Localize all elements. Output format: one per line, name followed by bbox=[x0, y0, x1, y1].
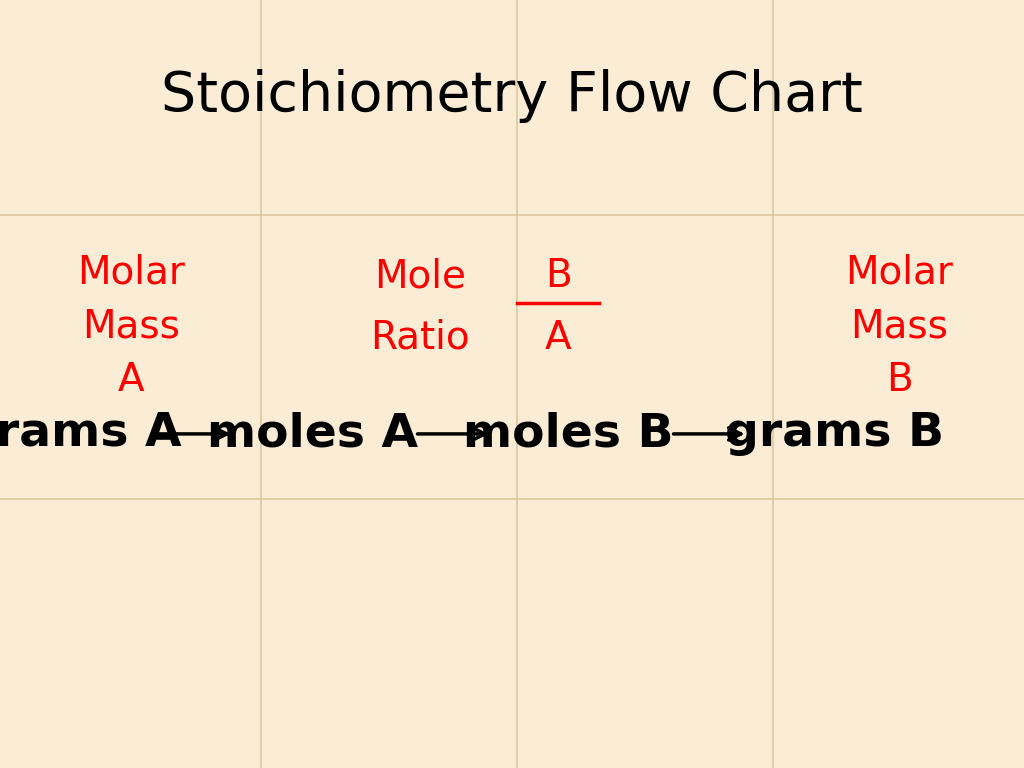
Text: A: A bbox=[545, 319, 571, 357]
Text: Stoichiometry Flow Chart: Stoichiometry Flow Chart bbox=[161, 69, 863, 123]
Text: moles B: moles B bbox=[463, 412, 674, 456]
Text: B: B bbox=[545, 257, 571, 296]
Text: moles A: moles A bbox=[207, 412, 418, 456]
Text: Mole: Mole bbox=[374, 257, 466, 296]
Text: Ratio: Ratio bbox=[370, 319, 470, 357]
Text: Mass: Mass bbox=[850, 307, 948, 346]
Text: B: B bbox=[886, 361, 912, 399]
Text: grams B: grams B bbox=[725, 412, 944, 456]
Text: grams A: grams A bbox=[0, 412, 181, 456]
Text: Molar: Molar bbox=[77, 253, 185, 292]
Text: A: A bbox=[118, 361, 144, 399]
Text: Molar: Molar bbox=[845, 253, 953, 292]
Text: Mass: Mass bbox=[82, 307, 180, 346]
